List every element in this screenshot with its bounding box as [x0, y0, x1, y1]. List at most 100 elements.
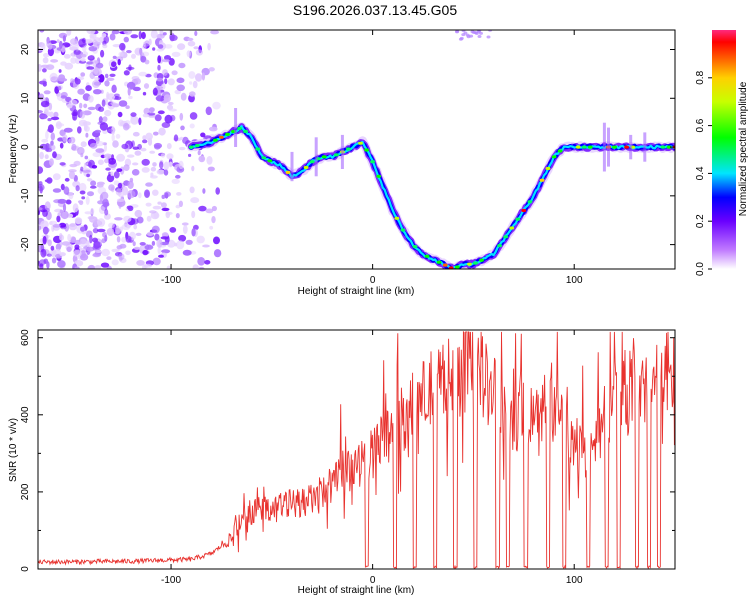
noise-speckle: [112, 44, 121, 48]
noise-speckle: [142, 135, 147, 141]
noise-speckle: [189, 112, 198, 120]
snr-ytick-label: 400: [20, 406, 31, 423]
noise-speckle: [148, 38, 152, 46]
noise-speckle: [125, 66, 135, 70]
noise-speckle: [104, 158, 109, 164]
tone-track-peak: [267, 159, 273, 163]
noise-speckle: [154, 86, 164, 90]
noise-speckle: [152, 189, 159, 196]
tone-track-peak: [509, 226, 515, 230]
noise-speckle: [84, 155, 89, 160]
noise-speckle: [95, 148, 105, 153]
noise-speckle: [131, 79, 140, 83]
noise-speckle: [107, 128, 113, 133]
noise-speckle: [202, 188, 206, 194]
noise-speckle: [104, 80, 110, 87]
noise-speckle: [58, 69, 62, 73]
noise-speckle: [63, 127, 73, 133]
noise-speckle: [105, 73, 109, 79]
noise-speckle: [143, 83, 150, 89]
noise-speckle: [81, 196, 86, 200]
noise-speckle: [89, 71, 96, 80]
noise-speckle: [108, 157, 117, 165]
noise-speckle: [176, 84, 185, 92]
noise-speckle: [189, 81, 193, 85]
noise-speckle: [163, 169, 169, 176]
tone-track-peak: [503, 235, 509, 239]
snr-xtick-label: 100: [566, 575, 583, 586]
spectrogram-noise-layer: [38, 30, 493, 269]
noise-speckle: [125, 250, 131, 256]
noise-speckle: [130, 34, 139, 39]
noise-speckle: [111, 61, 117, 68]
noise-speckle: [58, 40, 63, 49]
noise-speckle: [111, 248, 120, 253]
tone-track-peak: [285, 170, 291, 174]
noise-speckle: [152, 47, 156, 51]
noise-speckle: [87, 216, 95, 220]
tone-track-peak: [448, 266, 454, 269]
noise-speckle: [149, 107, 155, 113]
noise-speckle: [176, 192, 182, 196]
tone-track-peak: [467, 262, 472, 266]
noise-speckle: [144, 264, 148, 269]
tone-track-peak: [527, 200, 533, 204]
noise-speckle: [157, 64, 161, 71]
tone-track-peak: [219, 135, 224, 139]
noise-speckle: [73, 49, 81, 55]
tone-track-smear: [314, 137, 318, 177]
noise-speckle: [194, 30, 198, 36]
noise-speckle: [141, 158, 150, 166]
noise-speckle: [68, 99, 78, 106]
noise-speckle: [189, 91, 196, 97]
noise-speckle: [191, 165, 195, 172]
noise-speckle: [171, 70, 178, 76]
noise-speckle: [56, 123, 65, 127]
noise-speckle: [89, 34, 95, 44]
noise-speckle: [185, 239, 193, 245]
colorbar-label: Normalized spectral amplitude: [738, 81, 749, 216]
noise-speckle: [141, 45, 147, 50]
noise-speckle: [469, 34, 474, 38]
noise-speckle: [58, 222, 67, 228]
noise-speckle: [121, 186, 129, 196]
noise-speckle: [140, 147, 147, 152]
noise-speckle: [118, 200, 122, 209]
noise-speckle: [156, 239, 163, 248]
noise-speckle: [213, 249, 222, 258]
tone-track-peak: [436, 260, 442, 264]
noise-speckle: [178, 160, 184, 170]
noise-speckle: [198, 266, 205, 269]
noise-speckle: [155, 95, 165, 102]
noise-speckle: [97, 218, 106, 227]
noise-speckle: [167, 78, 175, 86]
tone-track-peak: [213, 138, 218, 142]
noise-speckle: [84, 122, 88, 131]
noise-speckle: [145, 182, 153, 187]
noise-speckle: [160, 202, 167, 209]
tone-track-peak: [545, 166, 551, 171]
noise-speckle: [87, 106, 96, 111]
noise-speckle: [171, 178, 180, 184]
noise-speckle: [38, 225, 42, 231]
noise-speckle: [86, 30, 96, 35]
noise-speckle: [188, 153, 192, 157]
noise-speckle: [45, 142, 50, 152]
tone-track-peak: [303, 165, 309, 170]
noise-speckle: [74, 78, 81, 85]
spectrogram-ytick-label: 10: [20, 92, 31, 104]
noise-speckle: [138, 71, 148, 77]
noise-speckle: [117, 58, 121, 66]
noise-speckle: [188, 71, 196, 79]
noise-speckle: [152, 162, 157, 167]
noise-speckle: [53, 111, 59, 118]
noise-speckle: [111, 84, 117, 94]
noise-speckle: [163, 161, 169, 171]
noise-speckle: [127, 190, 136, 199]
tone-track-peak: [400, 228, 406, 232]
snr-ticks: -100 0 100 0 200 400 600: [20, 329, 675, 586]
noise-speckle: [46, 253, 52, 257]
noise-speckle: [198, 155, 206, 163]
colorbar-tick-label: 0.0: [695, 262, 706, 276]
